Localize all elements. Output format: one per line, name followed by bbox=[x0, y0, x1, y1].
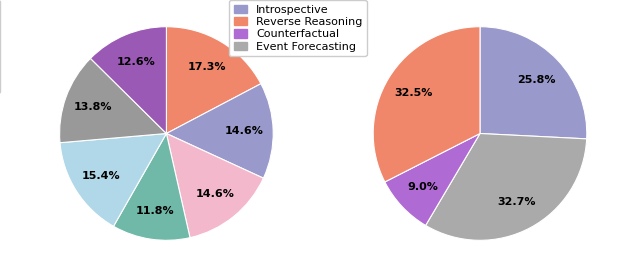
Legend: Introspective, Reverse Reasoning, Counterfactual, Event Forecasting: Introspective, Reverse Reasoning, Counte… bbox=[229, 0, 367, 56]
Text: 9.0%: 9.0% bbox=[408, 182, 438, 192]
Text: 11.8%: 11.8% bbox=[136, 206, 174, 216]
Text: 32.5%: 32.5% bbox=[394, 88, 433, 98]
Text: 17.3%: 17.3% bbox=[188, 62, 226, 72]
Wedge shape bbox=[166, 134, 264, 238]
Wedge shape bbox=[480, 27, 587, 139]
Text: 32.7%: 32.7% bbox=[498, 197, 536, 207]
Wedge shape bbox=[166, 27, 261, 134]
Wedge shape bbox=[60, 58, 166, 143]
Text: 12.6%: 12.6% bbox=[117, 57, 156, 66]
Wedge shape bbox=[60, 134, 166, 226]
Text: 14.6%: 14.6% bbox=[225, 126, 264, 136]
Wedge shape bbox=[166, 84, 273, 178]
Text: 14.6%: 14.6% bbox=[196, 189, 235, 199]
Wedge shape bbox=[426, 134, 587, 240]
Wedge shape bbox=[385, 134, 480, 225]
Wedge shape bbox=[90, 27, 166, 134]
Text: 13.8%: 13.8% bbox=[74, 102, 113, 112]
Wedge shape bbox=[373, 27, 480, 182]
Text: 25.8%: 25.8% bbox=[517, 75, 556, 85]
Text: 15.4%: 15.4% bbox=[81, 171, 120, 180]
Wedge shape bbox=[113, 134, 190, 240]
